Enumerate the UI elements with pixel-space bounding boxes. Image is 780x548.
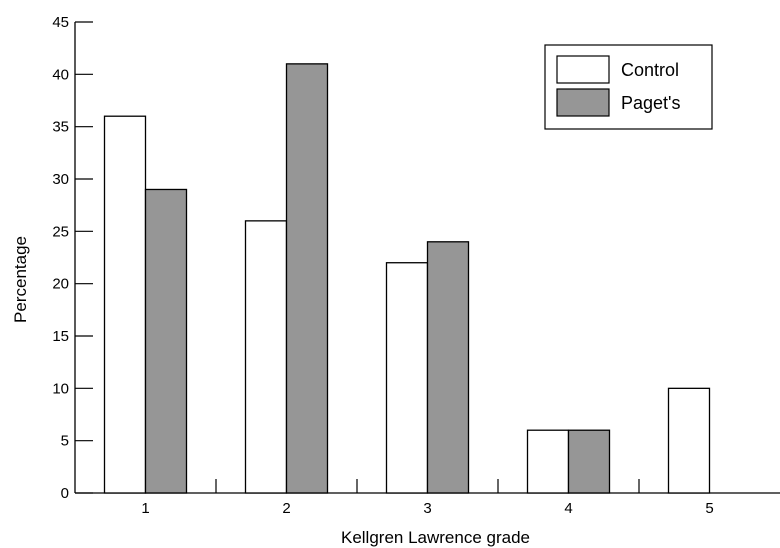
legend-swatch-control [556,55,610,84]
y-tick-label: 10 [52,380,69,397]
bar-pagets-4 [567,429,611,494]
bar-control-5 [667,387,711,494]
legend-label-pagets: Paget's [621,93,680,113]
bar-pagets-3 [426,241,470,494]
x-tick-label: 1 [141,500,149,517]
y-ticks: 0 5 10 15 20 25 30 35 40 45 [52,14,93,502]
x-tick-label: 5 [705,500,713,517]
x-ticks: 1 2 3 4 5 [141,479,714,517]
y-tick-label: 30 [52,171,69,188]
y-tick-label: 20 [52,276,69,293]
bar-pagets-2 [285,63,329,494]
bar-pagets-1 [144,188,188,494]
y-tick-label: 15 [52,328,69,345]
x-tick-label: 2 [282,500,290,517]
bar-control-4 [526,429,570,494]
legend-swatch-pagets [556,88,610,117]
legend: Control Paget's [544,44,713,130]
legend-label-control: Control [621,60,679,80]
y-tick-label: 5 [61,433,69,450]
y-tick-label: 40 [52,66,69,83]
bar-control-3 [385,262,429,494]
y-tick-label: 0 [61,485,69,502]
y-tick-label: 45 [52,14,69,31]
bar-control-1 [103,115,147,494]
y-tick-label: 25 [52,223,69,240]
bar-control-2 [244,220,288,494]
bars [103,63,711,494]
x-tick-label: 3 [423,500,431,517]
y-axis-title: Percentage [11,236,30,323]
x-tick-label: 4 [564,500,572,517]
x-axis-title: Kellgren Lawrence grade [341,528,530,547]
y-tick-label: 35 [52,119,69,136]
